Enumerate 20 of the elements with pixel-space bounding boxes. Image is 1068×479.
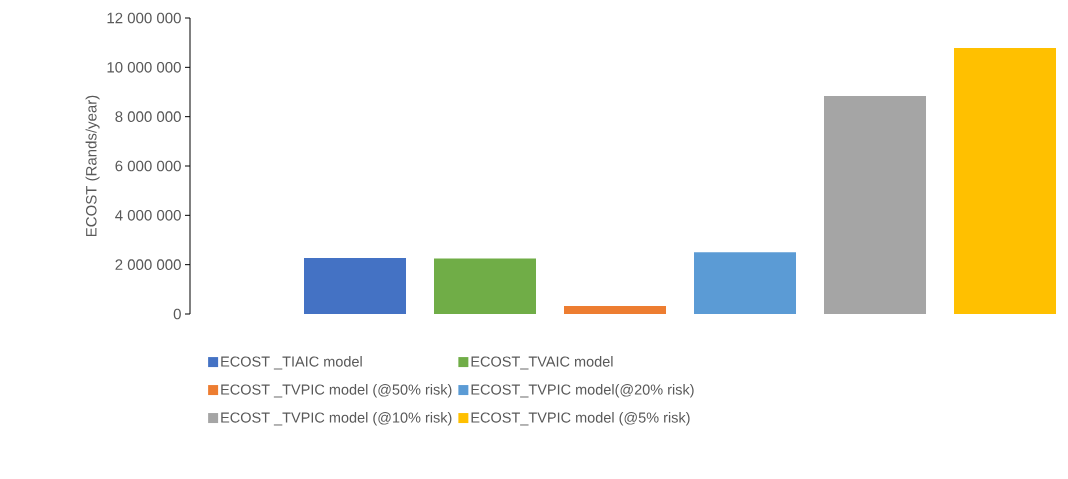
legend-label: ECOST_TVAIC model (471, 356, 613, 370)
bar (954, 48, 1057, 314)
legend-label: ECOST _TIAIC model (221, 356, 362, 370)
y-tick-label: 10 000 000 (107, 62, 181, 73)
bar (304, 258, 406, 314)
bar (564, 306, 667, 314)
y-tick-label: 0 (173, 308, 181, 320)
y-tick-label: 4 000 000 (115, 210, 181, 221)
y-tick-label: 12 000 000 (107, 12, 181, 24)
legend-label: ECOST _TVPIC model (@10% risk) (221, 412, 452, 426)
bar (824, 95, 927, 314)
bar (434, 258, 536, 314)
y-tick-label: 6 000 000 (115, 160, 181, 172)
y-tick-label: 8 000 000 (115, 111, 181, 122)
bar (694, 252, 797, 314)
y-tick-label: 2 000 000 (115, 259, 181, 270)
legend-label: ECOST_TVPIC model(@20% risk) (471, 384, 694, 398)
y-axis-title: ECOST (Rands/year) (85, 95, 100, 237)
legend-label: ECOST _TVPIC model (@50% risk) (221, 384, 452, 398)
legend-label: ECOST_TVPIC model (@5% risk) (471, 412, 690, 426)
